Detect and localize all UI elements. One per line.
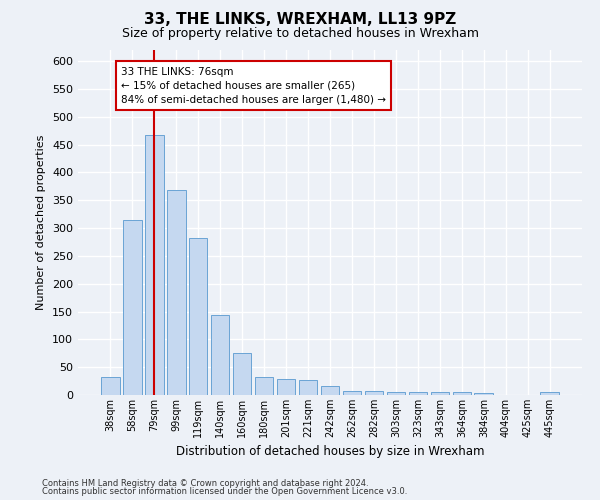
Bar (211, 316, 229, 395)
Bar (101, 377, 119, 395)
Bar (343, 390, 361, 395)
X-axis label: Distribution of detached houses by size in Wrexham: Distribution of detached houses by size … (176, 446, 484, 458)
Bar (299, 380, 317, 395)
Bar (475, 393, 493, 395)
Bar (386, 392, 405, 395)
Bar (233, 352, 251, 395)
Bar (123, 220, 142, 395)
Bar (452, 392, 471, 395)
Y-axis label: Number of detached properties: Number of detached properties (37, 135, 46, 310)
Bar (145, 134, 164, 395)
Text: Contains public sector information licensed under the Open Government Licence v3: Contains public sector information licen… (42, 487, 407, 496)
Bar (431, 392, 449, 395)
Bar (167, 190, 185, 395)
Text: Size of property relative to detached houses in Wrexham: Size of property relative to detached ho… (121, 28, 479, 40)
Text: Contains HM Land Registry data © Crown copyright and database right 2024.: Contains HM Land Registry data © Crown c… (42, 478, 368, 488)
Bar (320, 386, 340, 395)
Text: 33, THE LINKS, WREXHAM, LL13 9PZ: 33, THE LINKS, WREXHAM, LL13 9PZ (144, 12, 456, 28)
Bar (365, 391, 383, 395)
Text: 33 THE LINKS: 76sqm
← 15% of detached houses are smaller (265)
84% of semi-detac: 33 THE LINKS: 76sqm ← 15% of detached ho… (121, 66, 386, 104)
Bar (189, 238, 208, 395)
Bar (255, 377, 274, 395)
Bar (277, 379, 295, 395)
Bar (409, 392, 427, 395)
Bar (541, 392, 559, 395)
